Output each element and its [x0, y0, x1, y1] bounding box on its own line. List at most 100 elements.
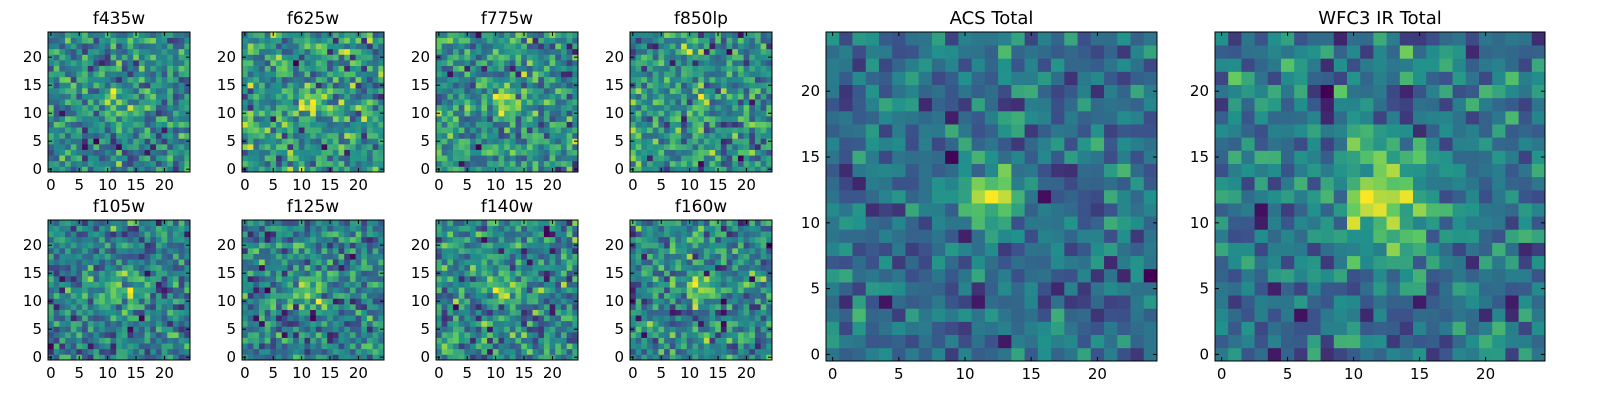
heatmap-cell: [549, 248, 556, 254]
heatmap-cell: [310, 110, 317, 117]
heatmap-cell: [59, 99, 66, 106]
heatmap-cell: [732, 121, 739, 128]
heatmap-cell: [453, 160, 460, 167]
heatmap-cell: [766, 155, 773, 162]
heatmap-cell: [133, 104, 140, 111]
heatmap-cell: [293, 304, 300, 310]
heatmap-cell: [310, 270, 317, 277]
heatmap-cell: [242, 343, 249, 350]
heatmap-cell: [155, 264, 162, 271]
heatmap-cell: [675, 309, 682, 316]
heatmap-cell: [344, 104, 351, 111]
heatmap-cell: [532, 82, 539, 89]
heatmap-cell: [253, 121, 260, 128]
heatmap-cell: [161, 37, 168, 44]
heatmap-cell: [264, 71, 271, 78]
heatmap-cell: [304, 281, 311, 288]
heatmap-cell: [487, 276, 494, 282]
heatmap-cell: [743, 43, 750, 50]
heatmap-cell: [669, 116, 676, 122]
heatmap-cell: [276, 127, 283, 134]
heatmap-cell: [709, 155, 716, 162]
heatmap-cell: [760, 326, 767, 333]
heatmap-cell: [572, 315, 579, 322]
heatmap-cell: [447, 144, 454, 150]
heatmap-cell: [521, 332, 528, 338]
heatmap-cell: [681, 93, 688, 100]
heatmap-cell: [53, 236, 60, 243]
heatmap-cell: [178, 304, 185, 310]
heatmap-cell: [692, 155, 699, 162]
heatmap-cell: [110, 88, 117, 94]
heatmap-cell: [447, 354, 454, 361]
heatmap-cell: [464, 132, 471, 139]
heatmap-cell: [150, 259, 157, 266]
heatmap-cell: [121, 37, 128, 44]
heatmap-cell: [327, 281, 334, 288]
heatmap-cell: [242, 160, 249, 167]
heatmap-cell: [372, 231, 379, 238]
heatmap-cell: [498, 287, 505, 294]
heatmap-cell: [532, 304, 539, 310]
heatmap-cell: [93, 332, 100, 338]
heatmap-cell: [675, 60, 682, 66]
heatmap-cell: [53, 337, 60, 344]
heatmap-cell: [338, 309, 345, 316]
heatmap-cell: [82, 110, 89, 117]
heatmap-cell: [504, 304, 511, 310]
heatmap-cell: [138, 259, 145, 266]
x-tick-label: 5: [656, 176, 666, 194]
heatmap-cell: [133, 116, 140, 122]
heatmap-cell: [543, 348, 550, 355]
heatmap-cell: [247, 48, 254, 55]
heatmap-cell: [150, 88, 157, 94]
heatmap-cell: [681, 60, 688, 66]
heatmap-cell: [116, 65, 123, 72]
heatmap-cell: [59, 337, 66, 344]
heatmap-cell: [498, 65, 505, 72]
heatmap-cell: [509, 348, 516, 355]
heatmap-cell: [172, 343, 179, 350]
heatmap-cell: [641, 315, 648, 322]
heatmap-cell: [270, 149, 277, 156]
heatmap-cell: [436, 65, 443, 72]
heatmap-cell: [669, 332, 676, 338]
heatmap-cell: [532, 48, 539, 55]
heatmap-cell: [293, 287, 300, 294]
heatmap-cell: [121, 110, 128, 117]
heatmap-cell: [332, 287, 339, 294]
heatmap-cell: [692, 304, 699, 310]
heatmap-cell: [715, 132, 722, 139]
heatmap-cell: [675, 82, 682, 89]
heatmap-cell: [172, 104, 179, 111]
heatmap-cell: [259, 248, 266, 254]
heatmap-cell: [458, 54, 465, 61]
heatmap-cell: [293, 225, 300, 232]
heatmap-cell: [566, 43, 573, 50]
heatmap-cell: [161, 88, 168, 94]
heatmap-cell: [65, 309, 72, 316]
heatmap-cell: [487, 264, 494, 271]
heatmap-cell: [669, 88, 676, 94]
heatmap-cell: [532, 292, 539, 299]
heatmap-cell: [515, 253, 522, 260]
heatmap-cell: [526, 354, 533, 361]
heatmap-cell: [555, 144, 562, 150]
heatmap-cell: [70, 276, 77, 282]
heatmap-cell: [475, 298, 482, 305]
heatmap-cell: [521, 93, 528, 100]
heatmap-cell: [686, 309, 693, 316]
heatmap-cell: [492, 104, 499, 111]
heatmap-cell: [635, 121, 642, 128]
heatmap-cell: [82, 281, 89, 288]
heatmap-cell: [65, 231, 72, 238]
heatmap-cell: [464, 270, 471, 277]
heatmap-cell: [726, 166, 733, 173]
heatmap-cell: [87, 121, 94, 128]
heatmap-cell: [555, 304, 562, 310]
heatmap-cell: [481, 121, 488, 128]
heatmap-cell: [321, 231, 328, 238]
heatmap-cell: [361, 155, 368, 162]
heatmap-cell: [332, 259, 339, 266]
heatmap-cell: [276, 32, 283, 38]
